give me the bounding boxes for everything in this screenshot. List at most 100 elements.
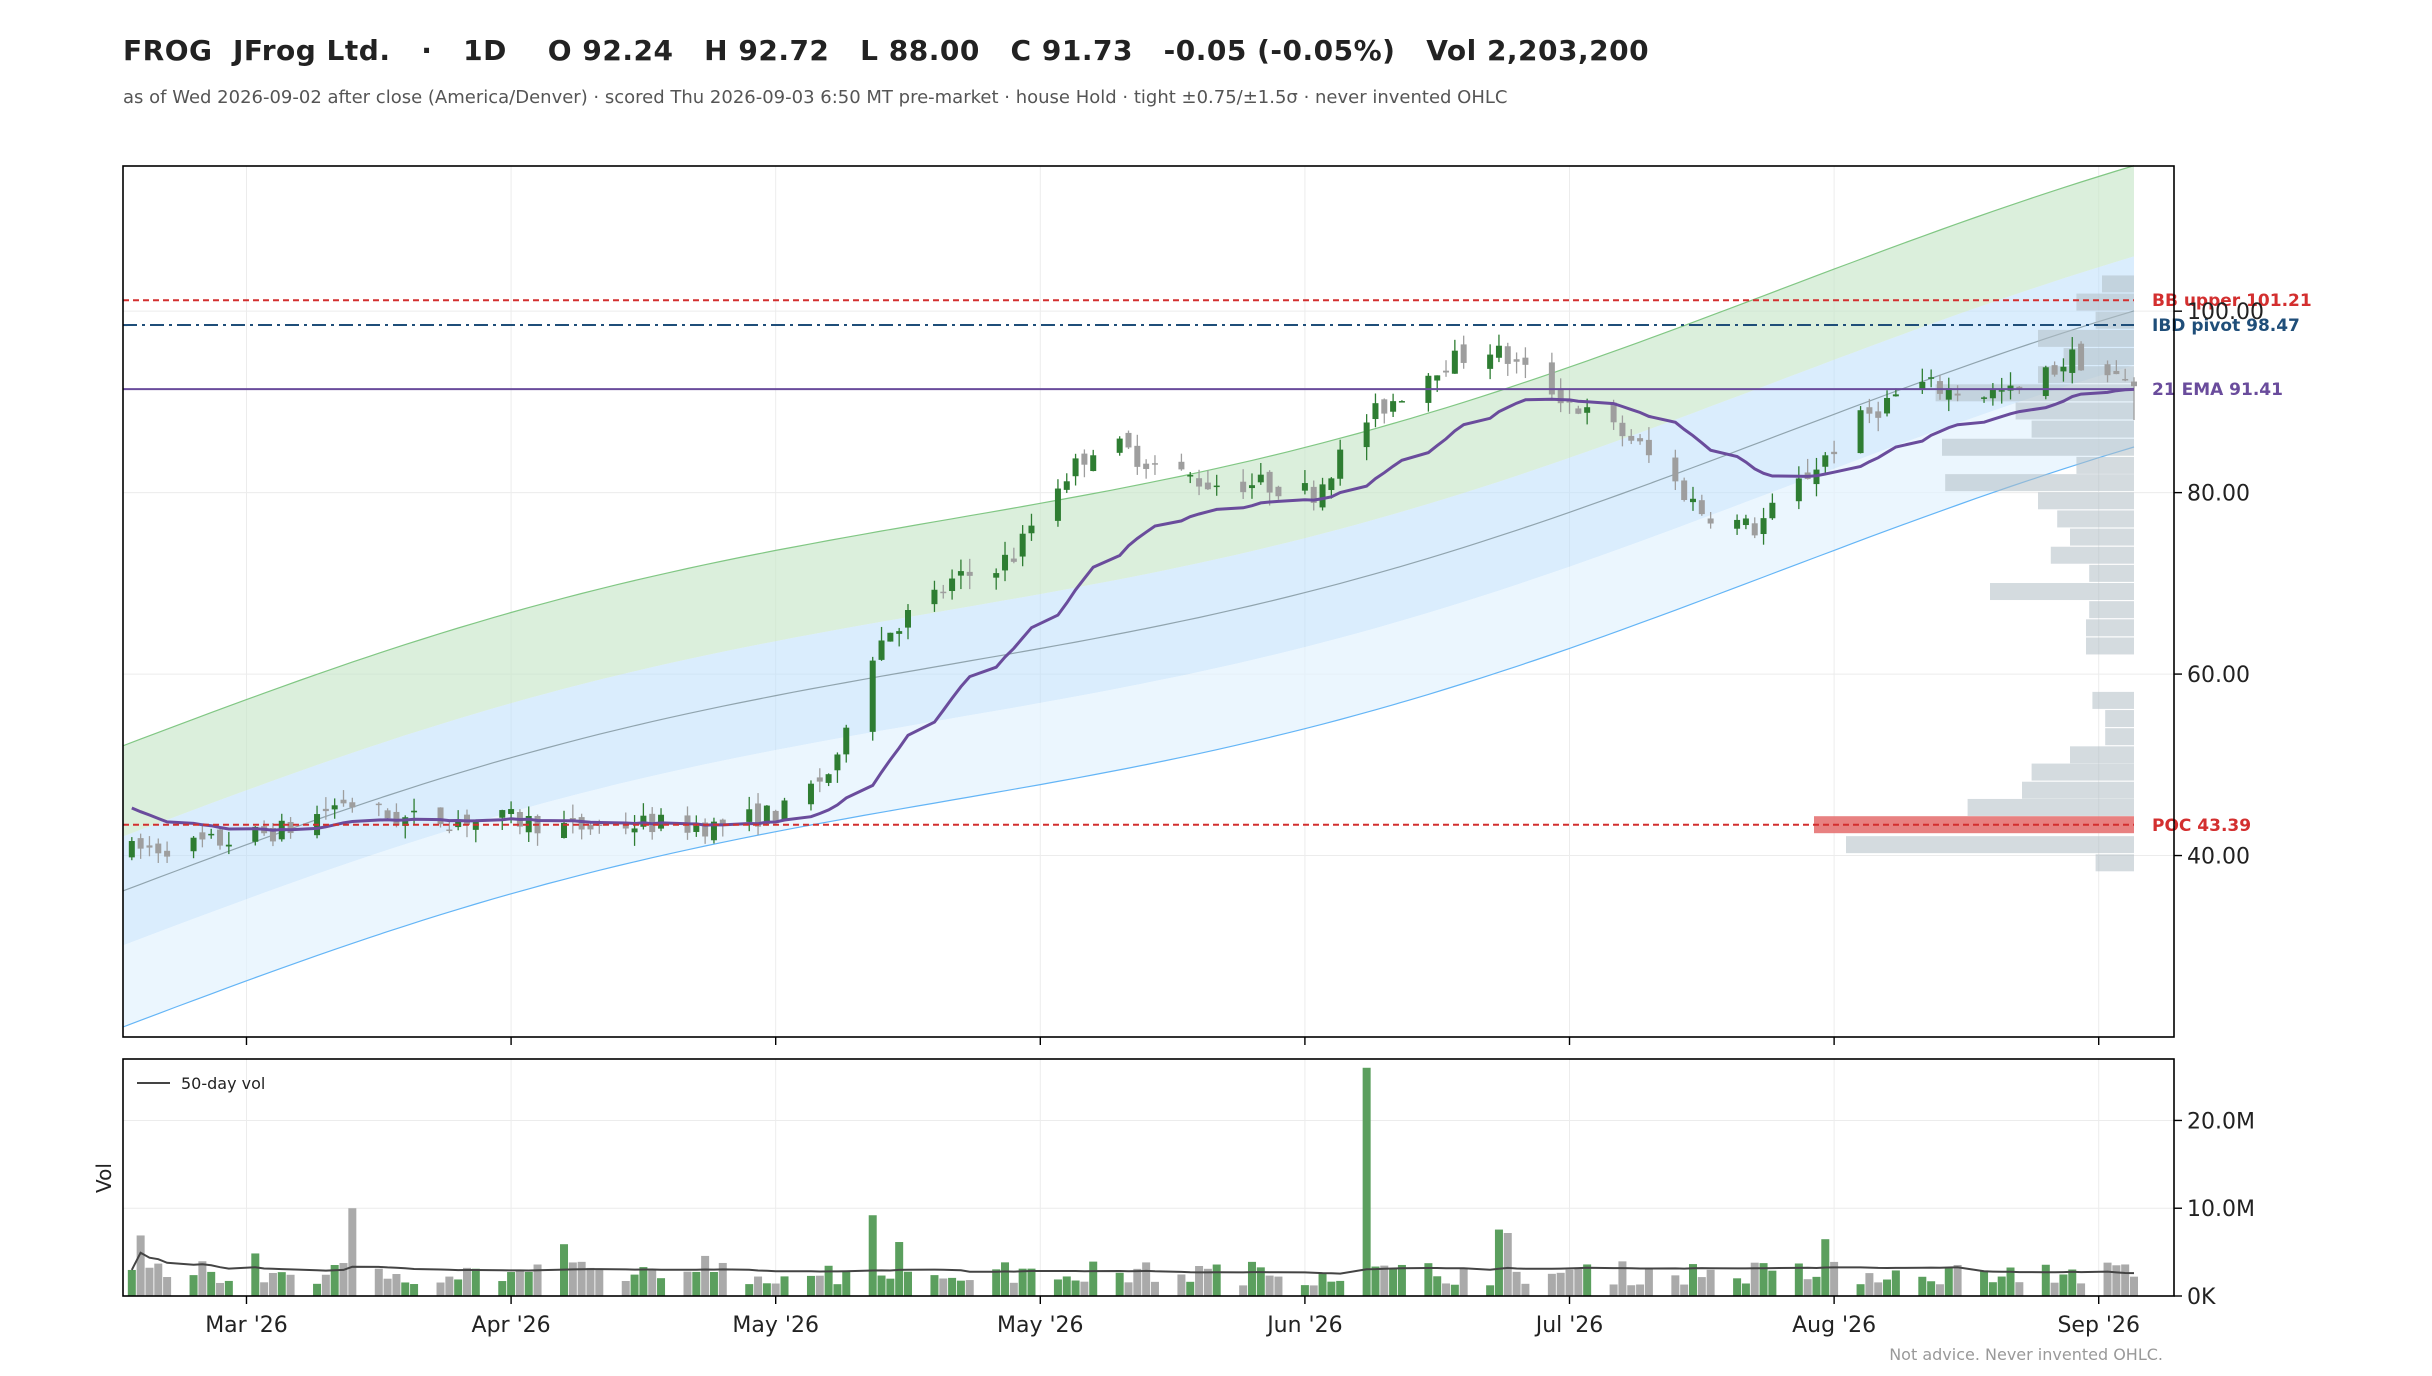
candle-body <box>1010 558 1017 562</box>
volume-bar <box>1856 1284 1865 1296</box>
volume-bar <box>1380 1265 1389 1296</box>
candle-body <box>702 822 709 837</box>
price-panel-frame <box>122 165 2175 1038</box>
volume-bar <box>401 1282 410 1296</box>
price-y-tick-label: 60.00 <box>2187 663 2250 688</box>
candle-body <box>904 610 911 628</box>
volume-bar <box>1733 1278 1742 1296</box>
candle-body <box>1019 533 1026 557</box>
candle-body <box>1945 388 1952 400</box>
candle-body <box>746 809 753 822</box>
candle-body <box>1090 455 1097 472</box>
volume-bar <box>683 1271 692 1296</box>
candle-body <box>1178 461 1185 470</box>
volume-bar <box>930 1275 939 1296</box>
volume-bar <box>1053 1279 1062 1296</box>
volume-bar <box>1891 1270 1900 1296</box>
volume-profile-bar <box>2038 492 2134 510</box>
volume-bar <box>1450 1284 1459 1296</box>
candle-body <box>137 838 144 849</box>
candle-body <box>878 640 885 660</box>
volume-bar <box>1124 1282 1133 1296</box>
volume-bar <box>1865 1273 1874 1296</box>
volume-bar <box>1433 1276 1442 1296</box>
candle-body <box>1434 375 1441 381</box>
candle-body <box>1134 445 1141 467</box>
candle-body <box>340 799 347 804</box>
volume-bar <box>780 1276 789 1296</box>
candle-body <box>2122 378 2129 381</box>
candle-body <box>1698 500 1705 515</box>
volume-bar <box>1574 1267 1583 1296</box>
candle-body <box>1936 381 1943 394</box>
candle-body <box>561 822 568 839</box>
candle-body <box>1672 457 1679 482</box>
volume-bar <box>1018 1268 1027 1296</box>
middle-channel-band <box>123 256 2134 946</box>
volume-bar <box>754 1276 763 1296</box>
candle-body <box>869 660 876 732</box>
candle-body <box>631 828 638 833</box>
candle-body <box>508 809 515 815</box>
volume-bar <box>260 1282 269 1296</box>
candle-body <box>781 800 788 820</box>
volume-bar <box>709 1272 718 1296</box>
candle-body <box>596 824 603 826</box>
candle-body <box>1187 475 1194 477</box>
candle-body <box>2113 370 2120 375</box>
candle-body <box>1989 389 1996 399</box>
candle-body <box>1487 354 1494 369</box>
volume-bar <box>1186 1281 1195 1296</box>
candle-body <box>1451 350 1458 374</box>
candle-body <box>1875 411 1882 418</box>
volume-bar <box>745 1284 754 1296</box>
x-tick-label: Sep '26 <box>2057 1313 2140 1338</box>
price-axes: 40.00 60.00 80.00 100.00 <box>122 165 2264 1045</box>
volume-bar <box>286 1274 295 1296</box>
candle-body <box>128 841 135 858</box>
x-tick-label: May '26 <box>732 1313 819 1338</box>
volume-bar <box>2015 1282 2024 1296</box>
volume-bar <box>886 1278 895 1296</box>
candle-body <box>384 810 391 819</box>
volume-bar <box>1512 1271 1521 1296</box>
candle-body <box>1495 345 1502 358</box>
volume-bar <box>1556 1272 1565 1296</box>
candle-body <box>1734 519 1741 529</box>
candle-body <box>1831 451 1838 455</box>
volume-bar <box>1583 1264 1592 1296</box>
price-y-tick-label: 40.00 <box>2187 845 2250 870</box>
volume-bar <box>1980 1270 1989 1296</box>
volume-bar <box>1918 1276 1927 1296</box>
x-tick-label: Mar '26 <box>205 1313 288 1338</box>
candle-body <box>1919 381 1926 390</box>
volume-profile-bar <box>1967 798 2134 816</box>
volume-bar <box>1318 1273 1327 1296</box>
candle-body <box>1857 410 1864 454</box>
volume-bar <box>1565 1269 1574 1296</box>
candle-body <box>1954 393 1961 396</box>
volume-bar <box>1627 1285 1636 1296</box>
volume-profile-bar <box>2038 329 2134 347</box>
volume-panel-frame <box>122 1058 2175 1297</box>
candle-body <box>1522 357 1529 365</box>
candle-body <box>446 829 453 832</box>
ema-21-line <box>131 387 2135 832</box>
volume-bar <box>1803 1279 1812 1296</box>
volume-bar <box>1874 1282 1883 1296</box>
candle-body <box>1081 453 1088 465</box>
candle-body <box>1822 455 1829 467</box>
volume-bar <box>1741 1283 1750 1296</box>
volume-bar <box>2103 1262 2112 1296</box>
candle-body <box>322 808 329 812</box>
candle-body <box>1337 449 1344 479</box>
candle-body <box>931 589 938 605</box>
volume-profile-bar <box>2057 510 2134 528</box>
volume-bar <box>2121 1264 2130 1296</box>
volume-bar <box>657 1278 666 1296</box>
volume-bar <box>498 1281 507 1296</box>
volume-bar <box>207 1271 216 1296</box>
volume-bar <box>1442 1283 1451 1296</box>
volume-bar <box>1115 1272 1124 1296</box>
volume-bar <box>348 1208 357 1296</box>
